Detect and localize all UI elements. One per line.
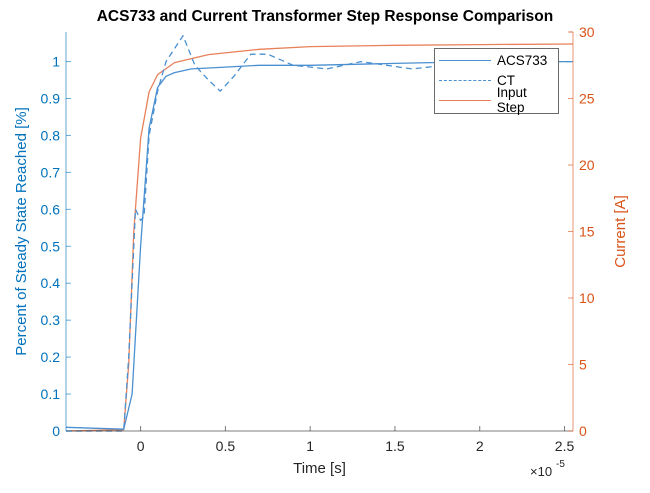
y-right-tick-label: 20	[579, 157, 595, 173]
y-left-tick-label: 0	[52, 423, 60, 439]
x-tick-label: 0.5	[216, 438, 236, 454]
y-right-tick-label: 10	[579, 290, 595, 306]
x-tick-label: 1	[306, 438, 314, 454]
y-left-tick-label: 0.1	[41, 386, 61, 402]
y-left-tick-label: 0.9	[41, 91, 61, 107]
legend-item-acs733: ACS733	[439, 50, 547, 70]
legend-swatch-solid-blue	[439, 59, 491, 61]
y-left-tick-label: 0.8	[41, 127, 61, 143]
x-tick-label: 2	[476, 438, 484, 454]
x-tick-label: 1.5	[385, 438, 405, 454]
legend-label: ACS733	[497, 52, 548, 68]
plot-curves	[65, 35, 574, 432]
legend-label: CT	[497, 72, 515, 88]
y-left-tick-label: 0.4	[41, 275, 61, 291]
x-tick-label: 2.5	[555, 438, 575, 454]
series-input-step	[65, 43, 574, 432]
x-tick-label: 0	[137, 438, 145, 454]
y-left-tick-label: 0.3	[41, 312, 61, 328]
y-left-tick-label: 0.5	[41, 238, 61, 254]
legend-swatch-solid-orange	[439, 99, 491, 101]
y-right-tick-label: 0	[579, 423, 587, 439]
y-left-axis-label: Percent of Steady State Reached [%]	[13, 107, 30, 355]
legend-item-ct: CT	[439, 70, 515, 90]
series-acs733	[65, 60, 573, 430]
y-left-tick-label: 0.2	[41, 349, 61, 365]
legend-label: Input Step	[496, 85, 527, 115]
y-left-tick-label: 1	[52, 54, 60, 70]
y-right-axis-label: Current [A]	[612, 195, 629, 268]
y-right-tick-label: 5	[579, 357, 587, 373]
y-right-tick-label: 15	[579, 224, 595, 240]
x-exponent-value: -5	[556, 459, 565, 470]
legend-swatch-dashed-blue	[439, 79, 491, 81]
series-ct	[66, 35, 573, 432]
x-axis-label: Time [s]	[293, 460, 346, 477]
axes: 00.10.20.30.40.50.60.70.80.9105101520253…	[13, 24, 629, 479]
y-left-tick-label: 0.6	[41, 201, 61, 217]
x-exponent-label: ×10	[530, 464, 552, 479]
chart-title: ACS733 and Current Transformer Step Resp…	[96, 8, 554, 25]
y-right-tick-label: 25	[579, 91, 595, 107]
y-right-tick-label: 30	[579, 24, 595, 40]
legend[interactable]: ACS733 CT Input Step	[434, 48, 559, 115]
y-left-tick-label: 0.7	[41, 164, 61, 180]
legend-item-input-step: Input Step	[439, 85, 558, 115]
